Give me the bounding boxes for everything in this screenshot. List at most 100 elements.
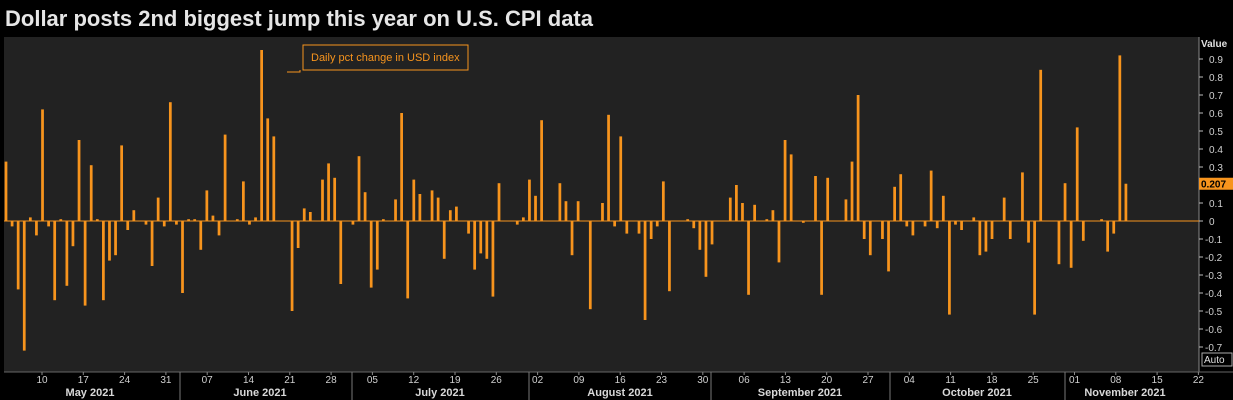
bar xyxy=(619,136,623,221)
bar xyxy=(168,102,172,221)
x-tick-label: 02 xyxy=(532,375,544,386)
bar xyxy=(10,221,14,227)
bar xyxy=(893,186,896,221)
auto-scale-button[interactable]: Auto xyxy=(1201,352,1233,367)
bar xyxy=(95,219,99,221)
bar xyxy=(351,221,355,225)
bar xyxy=(491,221,495,297)
bar xyxy=(1008,221,1012,239)
month-label: November 2021 xyxy=(1084,387,1165,399)
bar xyxy=(102,221,105,301)
last-value-label: 0.207 xyxy=(1201,180,1226,191)
bar xyxy=(887,221,890,272)
month-label: May 2021 xyxy=(66,387,115,399)
bar xyxy=(954,221,957,225)
y-tick-label: 0.5 xyxy=(1209,127,1223,138)
x-tick-label: 20 xyxy=(821,375,833,386)
y-tick-label: -0.7 xyxy=(1205,343,1223,354)
bar xyxy=(661,181,665,221)
bar xyxy=(1027,221,1030,243)
bar xyxy=(984,221,988,252)
bar xyxy=(1124,183,1128,221)
x-tick-label: 07 xyxy=(202,375,214,386)
bar xyxy=(126,221,130,230)
bar xyxy=(710,221,714,245)
bar xyxy=(296,221,300,248)
bar xyxy=(820,221,823,295)
y-tick-label: -0.2 xyxy=(1205,253,1223,264)
y-tick-label: 0.6 xyxy=(1209,109,1223,120)
bar xyxy=(899,174,903,221)
bar xyxy=(923,221,927,227)
bar xyxy=(65,221,69,286)
x-tick-label: 06 xyxy=(739,375,751,386)
x-tick-label: 27 xyxy=(862,375,874,386)
bar xyxy=(668,221,671,292)
x-tick-label: 28 xyxy=(326,375,338,386)
x-axis-ticks: 10 17 24 31 07 14 21 28 05 12 19 26 02 09 16 23 30 06 13 20… xyxy=(36,372,1204,386)
bar xyxy=(436,197,440,221)
bar xyxy=(540,120,543,221)
x-tick-label: 24 xyxy=(119,375,131,386)
bar xyxy=(941,195,945,221)
bar xyxy=(1057,221,1061,265)
bar xyxy=(223,134,227,221)
bar xyxy=(655,221,659,227)
bar xyxy=(844,199,848,221)
bar xyxy=(601,203,604,221)
x-tick-label: 17 xyxy=(78,375,90,386)
bar xyxy=(272,136,276,221)
bar xyxy=(771,210,775,221)
bar xyxy=(948,221,951,315)
x-tick-label: 26 xyxy=(491,375,503,386)
bar xyxy=(1063,183,1067,221)
bar xyxy=(935,221,939,229)
x-tick-label: 30 xyxy=(697,375,709,386)
bar xyxy=(728,197,732,221)
bar xyxy=(290,221,294,311)
x-tick-label: 18 xyxy=(986,375,998,386)
x-tick-label: 25 xyxy=(1028,375,1040,386)
bar xyxy=(637,221,641,234)
bar xyxy=(911,221,915,236)
bar xyxy=(1075,127,1079,221)
bar xyxy=(1118,55,1122,222)
x-tick-label: 10 xyxy=(36,375,48,386)
x-tick-label: 22 xyxy=(1193,375,1205,386)
bar xyxy=(862,221,866,239)
x-tick-label: 11 xyxy=(945,375,956,386)
bar xyxy=(363,192,367,221)
bar xyxy=(850,161,854,221)
bar xyxy=(558,183,562,221)
bar xyxy=(765,219,769,221)
bar xyxy=(53,221,57,301)
bar xyxy=(972,217,976,221)
bar xyxy=(77,140,81,221)
bar xyxy=(150,221,154,266)
y-tick-label: -0.4 xyxy=(1205,289,1223,300)
bar xyxy=(1002,197,1006,221)
bar xyxy=(266,118,270,221)
bar xyxy=(455,206,458,221)
month-separators: May 2021 June 2021 July 2021 August 2021 Sep… xyxy=(66,372,1166,400)
bar xyxy=(741,203,744,221)
bar xyxy=(704,221,708,277)
bar xyxy=(649,221,653,239)
bar xyxy=(235,219,239,221)
y-axis-title: Value xyxy=(1201,39,1228,50)
bar xyxy=(1112,221,1116,234)
bar xyxy=(521,217,525,221)
x-tick-label: 13 xyxy=(780,375,792,386)
x-tick-label: 15 xyxy=(1152,375,1164,386)
bar xyxy=(22,221,26,351)
bar xyxy=(607,114,610,221)
bar xyxy=(217,221,221,236)
bar xyxy=(28,217,32,221)
x-tick-label: 19 xyxy=(449,375,461,386)
bar xyxy=(1021,172,1024,221)
x-tick-label: 14 xyxy=(243,375,255,386)
bar xyxy=(89,165,93,221)
bar xyxy=(211,215,215,221)
x-tick-label: 05 xyxy=(367,375,379,386)
bar xyxy=(1100,219,1103,221)
